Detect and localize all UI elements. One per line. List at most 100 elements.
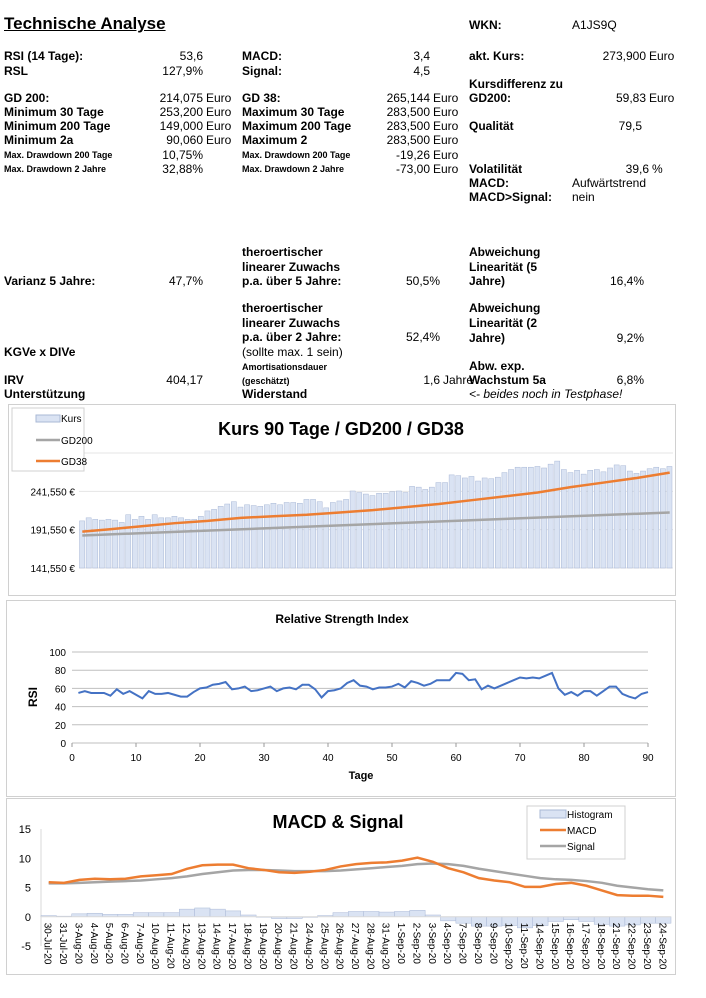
kurs-bar: [468, 476, 475, 569]
kurs-unit: Euro: [649, 49, 675, 63]
wkn-label: WKN:: [469, 18, 502, 32]
kurs-bar: [158, 517, 165, 569]
col1-label: IRV: [4, 373, 24, 387]
x-tick-label: 31-Aug-20: [380, 923, 391, 970]
kurs-label: akt. Kurs:: [469, 49, 525, 63]
kurs-bar: [376, 493, 382, 569]
y-tick-label: 141,550 €: [31, 564, 76, 575]
col1-label: Minimum 200 Tage: [4, 119, 111, 133]
qual-label: Qualität: [469, 119, 514, 133]
kurs-bar: [349, 490, 356, 569]
col1-label: Max. Drawdown 200 Tage: [4, 150, 113, 160]
histogram-bar: [132, 912, 149, 917]
chart-title: Relative Strength Index: [275, 612, 409, 626]
col2-label: theroertischer: [242, 301, 323, 315]
x-tick-label: 9-Sep-20: [487, 923, 498, 965]
chart-title: MACD & Signal: [272, 812, 403, 832]
col1-label: Varianz 5 Jahre:: [4, 274, 96, 288]
x-tick-label: 11-Aug-20: [165, 923, 176, 969]
abw5-value: 16,4%: [609, 274, 644, 288]
col2-label: Widerstand: [242, 387, 308, 401]
kurs-bar: [627, 470, 633, 569]
x-tick-label: 8-Sep-20: [472, 923, 483, 965]
kurs-bar: [363, 493, 369, 569]
x-tick-label: 6-Aug-20: [119, 923, 130, 965]
kurs-bar: [138, 516, 145, 569]
kurs-bar: [633, 473, 640, 569]
abw-exp-label: Wachstum 5a: [469, 373, 546, 387]
x-tick-label: 31-Jul-20: [57, 923, 68, 965]
histogram-bar: [378, 911, 395, 917]
kurs-bar: [382, 493, 389, 569]
abw5-label: Jahre): [469, 274, 506, 288]
histogram-bar: [440, 916, 457, 922]
kurs-bar: [475, 480, 481, 569]
col2-unit: Euro: [433, 91, 459, 105]
abw2-label: Linearität (2: [469, 316, 538, 330]
col1-value: 149,000: [159, 119, 203, 133]
y-tick-label: 5: [25, 883, 31, 895]
abw5-label: Abweichung: [469, 245, 541, 259]
legend-label: GD38: [61, 457, 88, 468]
x-axis-label: Tage: [349, 770, 374, 782]
histogram-bar: [409, 910, 426, 918]
col2-label: p.a. über 5 Jahre:: [242, 274, 342, 288]
kurs-bar: [264, 504, 270, 569]
x-tick-label: 4-Sep-20: [441, 923, 452, 965]
kurs-bar: [594, 469, 600, 569]
x-tick-label: 21-Aug-20: [288, 923, 299, 970]
y-tick-label: 0: [25, 912, 31, 924]
col1-label: RSI (14 Tage):: [4, 49, 84, 63]
kurs-bar: [488, 478, 495, 569]
x-tick-label: 24-Aug-20: [303, 923, 314, 970]
col2-label: GD 38:: [242, 91, 281, 105]
kurs-bar: [343, 499, 349, 569]
x-tick-label: 2-Sep-20: [410, 923, 421, 965]
col2-unit: Euro: [433, 119, 459, 133]
kurs-bar: [178, 517, 184, 569]
x-tick-label: 3-Sep-20: [426, 923, 437, 965]
kurs-bar: [79, 520, 85, 569]
x-tick-label: 18-Aug-20: [241, 923, 252, 970]
kurs-bar: [105, 519, 112, 569]
kurs-bar: [277, 504, 283, 569]
x-tick-label: 50: [386, 753, 398, 764]
kurs-bar: [303, 499, 310, 569]
x-tick-label: 4-Aug-20: [88, 923, 99, 965]
histogram-bar: [394, 911, 411, 918]
x-tick-label: 26-Aug-20: [334, 923, 345, 970]
col1-label: RSL: [4, 64, 28, 78]
col2-label: MACD:: [242, 49, 282, 63]
col2-unit: Euro: [433, 105, 459, 119]
kurs-bar: [495, 476, 501, 569]
y-tick-label: 20: [55, 721, 67, 732]
kurs-bar: [145, 519, 151, 569]
diff-label: GD200:: [469, 91, 512, 105]
kurs-bar: [217, 506, 224, 569]
kurs-bar: [574, 470, 580, 569]
x-tick-label: 18-Sep-20: [595, 923, 606, 970]
legend-label: Signal: [567, 842, 595, 853]
x-tick-label: 10: [130, 753, 142, 764]
kurs-bar: [257, 506, 264, 569]
col1-value: 10,75%: [162, 148, 203, 162]
x-tick-label: 10-Aug-20: [149, 923, 160, 970]
kurs-bar: [587, 470, 594, 569]
kurs-bar: [442, 482, 448, 569]
kurs-bar: [389, 491, 396, 569]
kurs-bar: [211, 509, 217, 569]
x-tick-label: 10-Sep-20: [503, 923, 514, 970]
x-tick-label: 7-Aug-20: [134, 923, 145, 965]
diff-value: 59,83: [615, 91, 646, 105]
histogram-bar: [225, 910, 242, 918]
histogram-bar: [578, 916, 595, 922]
page-title: Technische Analyse: [4, 14, 166, 33]
vol-unit: %: [652, 162, 663, 176]
abw-exp-value: 6,8%: [616, 373, 644, 387]
kurs-bar: [481, 477, 488, 569]
kurs-bar: [250, 505, 257, 569]
kurs-bar: [204, 510, 211, 569]
col2-label: Signal:: [242, 64, 283, 78]
kurs-bar: [646, 468, 653, 569]
kurs-bar: [310, 499, 316, 569]
